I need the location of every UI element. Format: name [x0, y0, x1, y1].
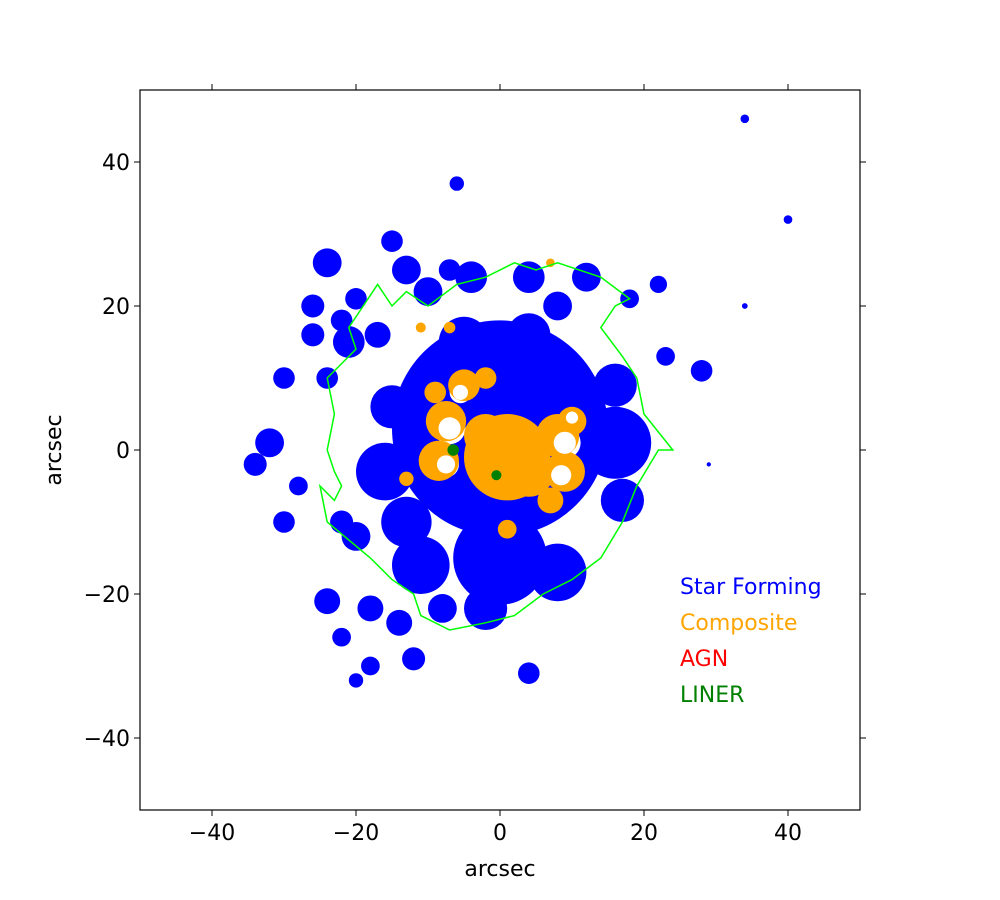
star-forming-blob-36	[314, 588, 341, 615]
y-tick-label: −20	[84, 583, 130, 608]
star-forming-blob-42	[348, 673, 364, 688]
star-forming-blob-49	[449, 176, 464, 191]
x-tick-label: −20	[333, 821, 379, 846]
star-forming-blob-6	[593, 363, 637, 407]
composite-region-layer	[399, 258, 587, 539]
star-forming-blob-13	[455, 261, 488, 294]
star-forming-blob-9	[381, 496, 432, 548]
star-forming-blob-44	[518, 662, 540, 684]
star-forming-blob-45	[656, 347, 675, 366]
star-forming-blob-47	[649, 275, 668, 294]
star-forming-blob-25	[330, 309, 353, 332]
star-forming-blob-7	[356, 442, 414, 501]
liner-region-layer	[447, 444, 502, 481]
star-forming-blob-51	[783, 215, 793, 224]
composite-blob-1	[464, 414, 508, 458]
composite-blob-6	[474, 367, 497, 389]
star-forming-blob-52	[741, 303, 748, 309]
y-tick-label: 20	[102, 295, 130, 320]
star-forming-blob-21	[332, 326, 365, 358]
liner-blob-0	[447, 444, 459, 456]
legend-liner: LINER	[680, 683, 744, 708]
star-forming-blob-24	[345, 288, 367, 310]
x-axis-ticks: −40 −20 0 20 40	[189, 84, 802, 846]
star-forming-blob-46	[690, 360, 713, 382]
composite-blob-16	[415, 322, 426, 333]
y-tick-label: 0	[116, 439, 130, 464]
star-forming-blob-39	[332, 627, 351, 647]
star-forming-blob-31	[243, 452, 267, 476]
star-forming-blob-29	[273, 367, 295, 389]
liner-blob-1	[491, 470, 502, 481]
y-axis-label: arcsec	[42, 414, 67, 485]
inner-gap-blob-0	[438, 417, 461, 440]
legend-star-forming: Star Forming	[680, 575, 822, 600]
star-forming-blob-3	[528, 543, 587, 602]
legend-agn: AGN	[680, 647, 728, 672]
star-forming-blob-27	[301, 294, 325, 318]
star-forming-blob-33	[273, 511, 295, 533]
inner-gap-blob-5	[565, 411, 579, 424]
star-forming-blob-30	[255, 428, 284, 458]
y-axis-ticks: −40 −20 0 20 40	[84, 151, 866, 752]
star-forming-blob-32	[289, 476, 308, 496]
composite-blob-12	[497, 519, 517, 539]
legend-composite: Composite	[680, 611, 797, 636]
composite-blob-14	[443, 321, 456, 334]
x-tick-label: 40	[774, 821, 802, 846]
star-forming-blob-18	[392, 255, 421, 285]
contour-line	[318, 261, 675, 631]
star-forming-blob-23	[312, 248, 342, 278]
star-forming-blob-8	[370, 385, 414, 429]
inner-gap-blob-3	[553, 431, 576, 454]
x-tick-label: 20	[630, 821, 658, 846]
star-forming-blob-2	[392, 536, 450, 594]
star-forming-blob-41	[361, 656, 380, 676]
x-axis-label: arcsec	[464, 857, 535, 882]
star-forming-blob-5	[600, 478, 645, 522]
legend: Star Forming Composite AGN LINER	[680, 575, 822, 708]
composite-blob-10	[537, 487, 564, 514]
plot-area	[140, 90, 860, 810]
x-tick-label: −40	[189, 821, 235, 846]
star-forming-blob-53	[706, 462, 711, 467]
star-forming-blob-37	[357, 595, 384, 622]
star-forming-blob-40	[402, 647, 426, 671]
y-tick-label: −40	[84, 727, 130, 752]
star-forming-blob-38	[386, 609, 413, 636]
composite-blob-13	[399, 471, 414, 486]
composite-blob-2	[503, 446, 554, 497]
star-forming-blob-50	[740, 114, 750, 124]
star-forming-blob-15	[572, 262, 601, 292]
composite-blob-7	[424, 381, 447, 404]
star-forming-blob-1	[453, 511, 547, 605]
inner-gap-blob-2	[452, 384, 468, 400]
contour-layer	[318, 261, 675, 631]
star-forming-blob-16	[543, 291, 572, 321]
inner-gap-blob-4	[551, 465, 572, 486]
star-forming-blob-4	[579, 406, 652, 479]
star-forming-blob-12	[464, 586, 508, 631]
star-forming-blob-17	[413, 277, 443, 306]
y-tick-label: 40	[102, 151, 130, 176]
inner-gap-blob-1	[436, 455, 456, 474]
star-forming-blob-26	[364, 321, 391, 348]
star-forming-blob-20	[438, 259, 461, 281]
star-forming-blob-14	[512, 261, 545, 294]
star-forming-blob-19	[381, 230, 403, 252]
star-forming-blob-43	[428, 594, 457, 623]
star-forming-blob-28	[301, 323, 325, 347]
star-forming-blob-35	[341, 522, 371, 551]
x-tick-label: 0	[493, 821, 507, 846]
star-forming-blob-11	[507, 313, 551, 357]
